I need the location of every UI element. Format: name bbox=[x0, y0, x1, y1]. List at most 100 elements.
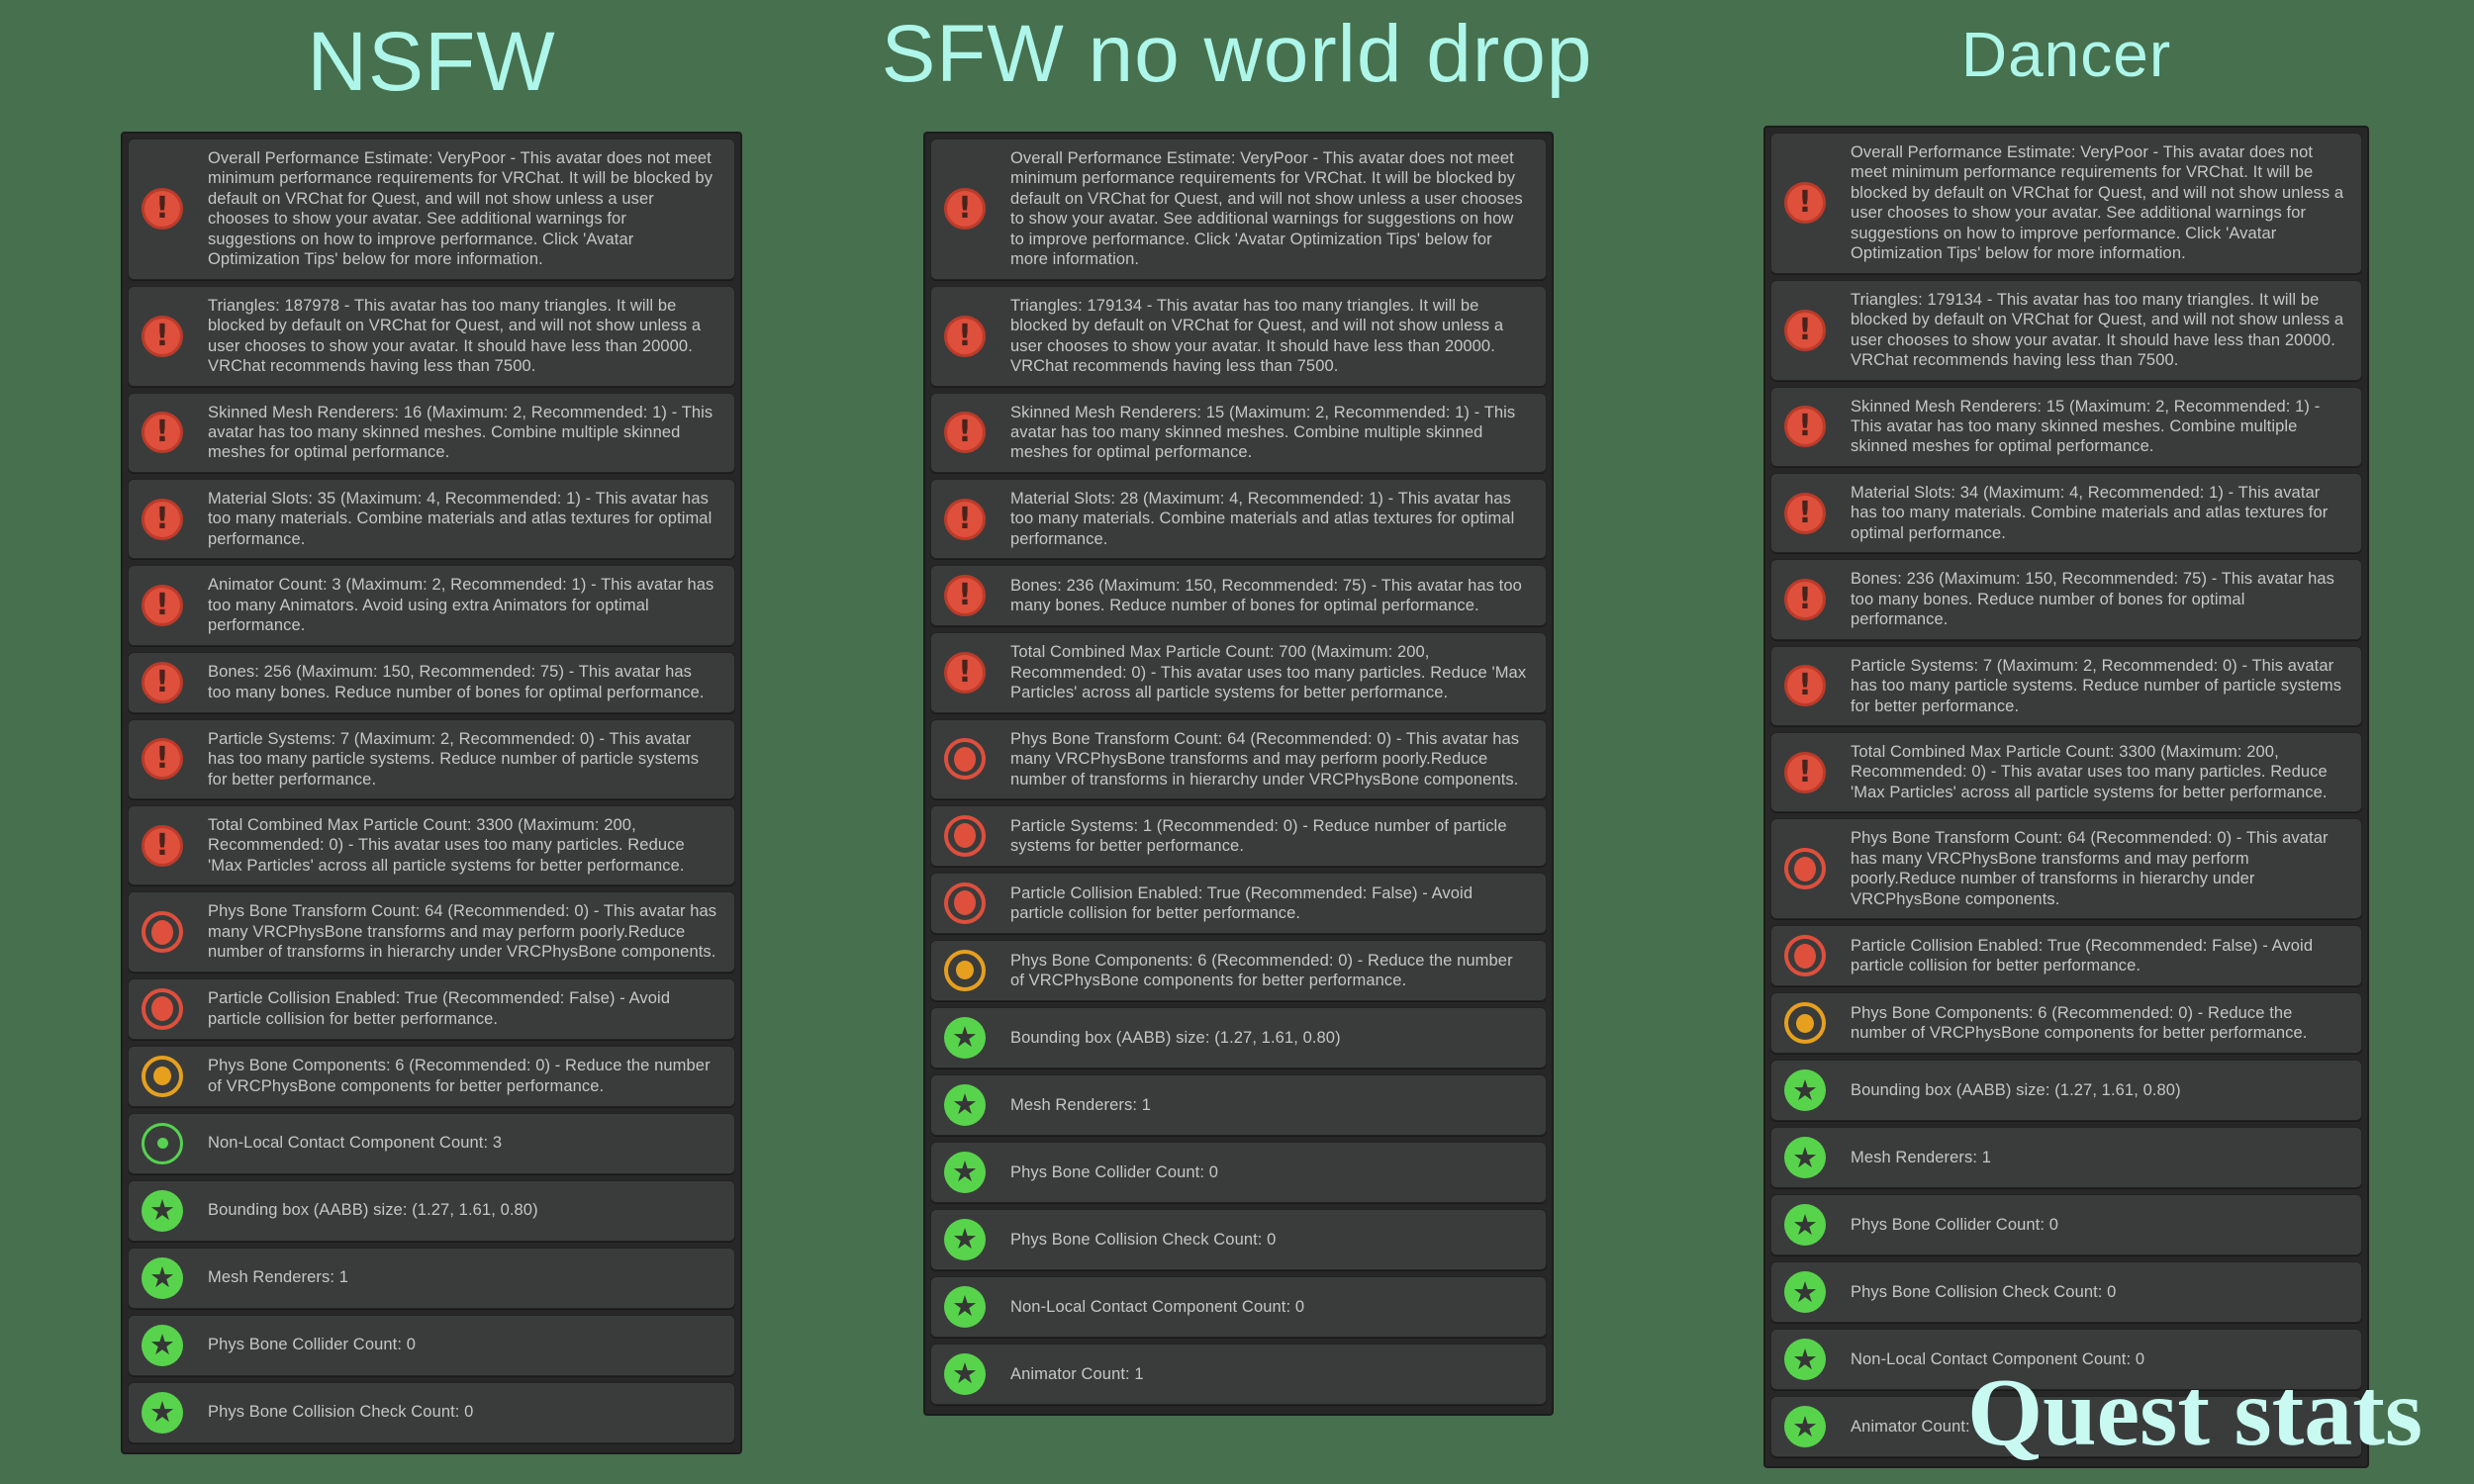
perf-item-text: Phys Bone Collision Check Count: 0 bbox=[208, 1403, 474, 1422]
perf-item-text: Non-Local Contact Component Count: 0 bbox=[1010, 1297, 1305, 1316]
rank-dot bbox=[151, 996, 173, 1022]
perf-item-text: Overall Performance Estimate: VeryPoor -… bbox=[1851, 143, 2344, 263]
column-title-sfw-no-world-drop: SFW no world drop bbox=[881, 9, 1593, 99]
perf-item-text: Bounding box (AABB) size: (1.27, 1.61, 0… bbox=[1851, 1080, 2181, 1099]
error-icon: ! bbox=[944, 498, 986, 540]
perf-item-row: Phys Bone Transform Count: 64 (Recommend… bbox=[128, 891, 735, 973]
perf-item-row: ★ Mesh Renderers: 1 bbox=[128, 1247, 735, 1309]
perf-item-text: Mesh Renderers: 1 bbox=[1851, 1148, 1992, 1166]
perf-item-row: ! Animator Count: 3 (Maximum: 2, Recommen… bbox=[128, 565, 735, 646]
error-icon: ! bbox=[142, 584, 183, 626]
perf-item-text: Particle Systems: 1 (Recommended: 0) - R… bbox=[1010, 816, 1507, 855]
error-icon: ! bbox=[1784, 751, 1826, 793]
good-rank-icon bbox=[142, 1122, 183, 1164]
perf-item-row: Particle Collision Enabled: True (Recomm… bbox=[930, 872, 1547, 934]
excellent-rank-icon: ★ bbox=[944, 1016, 986, 1059]
rank-dot bbox=[156, 1138, 168, 1150]
perf-item-row: ! Triangles: 187978 - This avatar has too… bbox=[128, 285, 735, 387]
perf-item-text: Phys Bone Transform Count: 64 (Recommend… bbox=[1010, 729, 1520, 788]
perf-item-text: Material Slots: 35 (Maximum: 4, Recommen… bbox=[208, 489, 713, 548]
excellent-rank-icon: ★ bbox=[1784, 1204, 1826, 1247]
rank-dot bbox=[954, 746, 976, 772]
verypoor-rank-icon bbox=[142, 987, 183, 1030]
perf-item-row: ★ Phys Bone Collision Check Count: 0 bbox=[930, 1208, 1547, 1270]
perf-item-row: ! Skinned Mesh Renderers: 15 (Maximum: 2,… bbox=[930, 392, 1547, 473]
rank-dot bbox=[956, 961, 974, 980]
perf-item-row: ! Bones: 256 (Maximum: 150, Recommended: … bbox=[128, 651, 735, 713]
error-icon: ! bbox=[1784, 406, 1826, 448]
perf-item-text: Phys Bone Collider Count: 0 bbox=[1851, 1215, 2058, 1234]
excellent-rank-icon: ★ bbox=[142, 1256, 183, 1299]
perf-item-row: Particle Collision Enabled: True (Recomm… bbox=[128, 977, 735, 1040]
perf-item-row: ★ Phys Bone Collider Count: 0 bbox=[128, 1314, 735, 1376]
error-icon: ! bbox=[142, 188, 183, 231]
perf-item-row: ! Skinned Mesh Renderers: 15 (Maximum: 2,… bbox=[1770, 386, 2362, 467]
rank-dot bbox=[1796, 1013, 1814, 1033]
rank-dot bbox=[151, 919, 173, 945]
perf-item-row: ! Particle Systems: 7 (Maximum: 2, Recomm… bbox=[128, 718, 735, 799]
perf-item-text: Skinned Mesh Renderers: 15 (Maximum: 2, … bbox=[1010, 403, 1516, 462]
error-icon: ! bbox=[142, 824, 183, 867]
perf-item-row: ! Material Slots: 28 (Maximum: 4, Recomme… bbox=[930, 478, 1547, 560]
perf-item-text: Phys Bone Collision Check Count: 0 bbox=[1851, 1282, 2117, 1301]
perf-item-text: Phys Bone Collider Count: 0 bbox=[208, 1336, 416, 1354]
excellent-rank-icon: ★ bbox=[944, 1285, 986, 1328]
perf-item-row: ★ Bounding box (AABB) size: (1.27, 1.61, … bbox=[930, 1006, 1547, 1068]
error-icon: ! bbox=[1784, 665, 1826, 707]
perf-item-row: ! Total Combined Max Particle Count: 3300… bbox=[1770, 731, 2362, 813]
perf-item-text: Particle Collision Enabled: True (Recomm… bbox=[208, 989, 671, 1028]
perf-item-text: Triangles: 187978 - This avatar has too … bbox=[208, 296, 702, 376]
perf-item-text: Mesh Renderers: 1 bbox=[208, 1268, 349, 1287]
perf-item-text: Phys Bone Transform Count: 64 (Recommend… bbox=[1851, 829, 2329, 908]
perf-item-row: ! Bones: 236 (Maximum: 150, Recommended: … bbox=[1770, 559, 2362, 640]
perf-item-row: ★ Phys Bone Collider Count: 0 bbox=[930, 1141, 1547, 1203]
perf-item-row: ★ Bounding box (AABB) size: (1.27, 1.61, … bbox=[1770, 1060, 2362, 1122]
excellent-rank-icon: ★ bbox=[944, 1083, 986, 1126]
excellent-rank-icon: ★ bbox=[1784, 1339, 1826, 1381]
perf-item-row: ! Overall Performance Estimate: VeryPoor … bbox=[128, 139, 735, 280]
rank-dot bbox=[954, 890, 976, 916]
perf-item-row: ★ Animator Count: 1 bbox=[1770, 1396, 2362, 1458]
rank-dot bbox=[1794, 943, 1816, 969]
perf-item-text: Skinned Mesh Renderers: 16 (Maximum: 2, … bbox=[208, 403, 714, 462]
perf-item-row: Phys Bone Components: 6 (Recommended: 0)… bbox=[1770, 992, 2362, 1055]
perf-item-text: Particle Collision Enabled: True (Recomm… bbox=[1851, 936, 2314, 975]
error-icon: ! bbox=[1784, 492, 1826, 534]
excellent-rank-icon: ★ bbox=[142, 1324, 183, 1366]
perf-item-text: Particle Collision Enabled: True (Recomm… bbox=[1010, 883, 1474, 922]
perf-item-text: Overall Performance Estimate: VeryPoor -… bbox=[1010, 149, 1523, 269]
perf-item-text: Particle Systems: 7 (Maximum: 2, Recomme… bbox=[1851, 656, 2342, 715]
excellent-rank-icon: ★ bbox=[1784, 1137, 1826, 1179]
perf-item-row: ★ Phys Bone Collider Count: 0 bbox=[1770, 1194, 2362, 1256]
perf-item-row: ★ Mesh Renderers: 1 bbox=[930, 1073, 1547, 1136]
medium-rank-icon bbox=[142, 1055, 183, 1097]
error-icon: ! bbox=[944, 188, 986, 231]
perf-item-row: Phys Bone Components: 6 (Recommended: 0)… bbox=[128, 1045, 735, 1107]
perf-item-row: Particle Collision Enabled: True (Recomm… bbox=[1770, 925, 2362, 987]
perf-item-text: Bones: 236 (Maximum: 150, Recommended: 7… bbox=[1851, 570, 2335, 629]
perf-item-row: Non-Local Contact Component Count: 3 bbox=[128, 1112, 735, 1174]
perf-item-row: ★ Non-Local Contact Component Count: 0 bbox=[930, 1275, 1547, 1338]
error-icon: ! bbox=[1784, 578, 1826, 620]
perf-item-text: Particle Systems: 7 (Maximum: 2, Recomme… bbox=[208, 729, 700, 788]
perf-item-text: Phys Bone Collider Count: 0 bbox=[1010, 1162, 1218, 1181]
verypoor-rank-icon bbox=[1784, 935, 1826, 977]
perf-item-text: Phys Bone Collision Check Count: 0 bbox=[1010, 1230, 1277, 1249]
perf-item-row: ★ Phys Bone Collision Check Count: 0 bbox=[128, 1381, 735, 1443]
footer-title-quest-stats: Quest stats bbox=[1966, 1359, 2423, 1466]
perf-item-text: Animator Count: 3 (Maximum: 2, Recommend… bbox=[208, 576, 714, 635]
verypoor-rank-icon bbox=[142, 911, 183, 953]
perf-item-text: Non-Local Contact Component Count: 3 bbox=[208, 1134, 503, 1153]
perf-item-text: Total Combined Max Particle Count: 3300 … bbox=[208, 815, 685, 875]
perf-item-row: Phys Bone Transform Count: 64 (Recommend… bbox=[1770, 818, 2362, 920]
perf-item-row: ! Bones: 236 (Maximum: 150, Recommended: … bbox=[930, 565, 1547, 627]
perf-item-row: Phys Bone Transform Count: 64 (Recommend… bbox=[930, 718, 1547, 799]
perf-item-text: Phys Bone Components: 6 (Recommended: 0)… bbox=[1010, 951, 1513, 989]
rank-dot bbox=[153, 1067, 171, 1086]
performance-panel-dancer: ! Overall Performance Estimate: VeryPoor … bbox=[1763, 126, 2369, 1469]
perf-item-row: ! Overall Performance Estimate: VeryPoor … bbox=[1770, 133, 2362, 274]
excellent-rank-icon: ★ bbox=[1784, 1271, 1826, 1314]
perf-item-row: Particle Systems: 1 (Recommended: 0) - R… bbox=[930, 804, 1547, 867]
column-title-dancer: Dancer bbox=[1960, 19, 2172, 90]
perf-item-row: ★ Animator Count: 1 bbox=[930, 1343, 1547, 1405]
